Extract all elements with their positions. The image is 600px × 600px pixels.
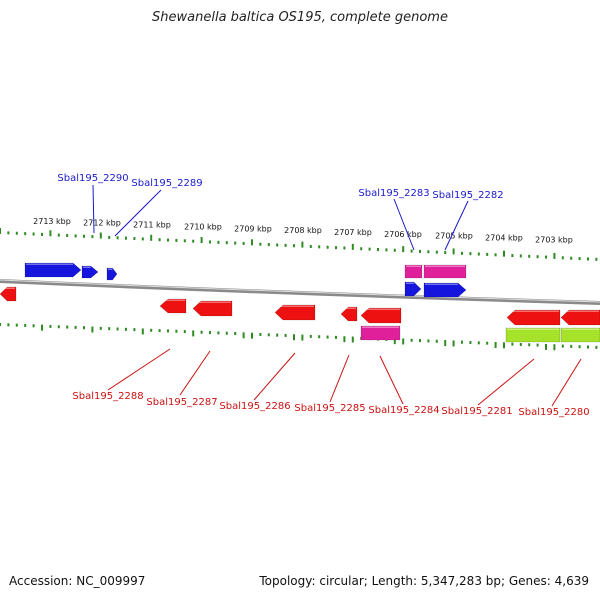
kbp-label: 2704 kbp bbox=[485, 233, 523, 242]
label-leaders bbox=[92, 184, 582, 407]
label-leader bbox=[114, 189, 162, 237]
gene-label-bottom: Sbal195_2284 bbox=[368, 405, 439, 416]
label-leader bbox=[444, 200, 469, 251]
kbp-label: 2713 kbp bbox=[33, 217, 71, 226]
gene-box-magenta bbox=[423, 264, 467, 279]
kbp-label-group: 2713 kbp 2712 kbp 2711 kbp 2710 kbp 2709 kbp… bbox=[33, 217, 573, 244]
backbone-highlight bbox=[0, 279, 600, 303]
kbp-label: 2708 kbp bbox=[284, 226, 322, 235]
gene-label-top: Sbal195_2289 bbox=[131, 178, 202, 189]
label-leader bbox=[393, 198, 415, 251]
gene-label-top: Sbal195_2282 bbox=[432, 190, 503, 201]
kbp-label: 2705 kbp bbox=[435, 232, 473, 241]
gene-label-top: Sbal195_2283 bbox=[358, 188, 429, 199]
gene-box-magenta bbox=[360, 325, 401, 341]
gene-arrow-blue bbox=[404, 281, 422, 297]
label-leader bbox=[329, 354, 350, 403]
gene-arrow-red bbox=[159, 298, 187, 314]
gene-arrow-red bbox=[560, 309, 600, 326]
genome-summary: Topology: circular; Length: 5,347,283 bp… bbox=[259, 574, 589, 588]
gene-arrow-blue bbox=[423, 282, 467, 298]
kbp-label: 2711 kbp bbox=[133, 221, 171, 230]
gene-label-bottom: Sbal195_2286 bbox=[219, 401, 290, 412]
label-leader bbox=[107, 348, 171, 391]
gene-label-bottom: Sbal195_2281 bbox=[441, 406, 512, 417]
gene-arrow-blue bbox=[24, 262, 82, 278]
kbp-label: 2706 kbp bbox=[384, 230, 422, 239]
genome-backbone bbox=[0, 279, 600, 305]
gene-label-bottom: Sbal195_2287 bbox=[146, 397, 217, 408]
kbp-label: 2712 kbp bbox=[83, 219, 121, 228]
gene-features bbox=[0, 262, 600, 343]
label-leader bbox=[551, 358, 582, 407]
ruler-top bbox=[0, 228, 598, 261]
label-leader bbox=[253, 352, 296, 401]
gene-arrow-red bbox=[506, 309, 561, 326]
gene-arrow-red bbox=[340, 306, 358, 322]
label-leader bbox=[179, 350, 211, 396]
gene-box-magenta bbox=[404, 264, 423, 279]
gene-arrow-blue bbox=[81, 265, 99, 279]
gene-box-lime bbox=[505, 327, 561, 343]
label-leader bbox=[477, 358, 535, 406]
gene-label-bottom: Sbal195_2285 bbox=[294, 403, 365, 414]
gene-label-bottom: Sbal195_2280 bbox=[518, 407, 589, 418]
label-leader bbox=[379, 355, 404, 405]
ruler-bottom bbox=[0, 323, 598, 351]
gene-arrow-red bbox=[192, 300, 233, 317]
gene-arrow-red bbox=[274, 304, 316, 321]
kbp-label: 2710 kbp bbox=[184, 222, 222, 231]
kbp-label: 2707 kbp bbox=[334, 228, 372, 237]
accession-text: Accession: NC_009997 bbox=[9, 574, 146, 588]
map-title: Shewanella baltica OS195, complete genom… bbox=[152, 10, 448, 25]
gene-arrow-red bbox=[0, 286, 17, 302]
backbone-line bbox=[0, 279, 600, 305]
label-leader bbox=[92, 184, 95, 234]
gene-arrow-blue bbox=[106, 267, 118, 281]
gene-label-bottom: Sbal195_2288 bbox=[72, 391, 143, 402]
gene-arrow-red bbox=[360, 307, 402, 324]
kbp-label: 2709 kbp bbox=[234, 224, 272, 233]
gene-label-top: Sbal195_2290 bbox=[57, 173, 128, 184]
gene-box-lime bbox=[560, 327, 600, 343]
kbp-label: 2703 kbp bbox=[535, 235, 573, 244]
